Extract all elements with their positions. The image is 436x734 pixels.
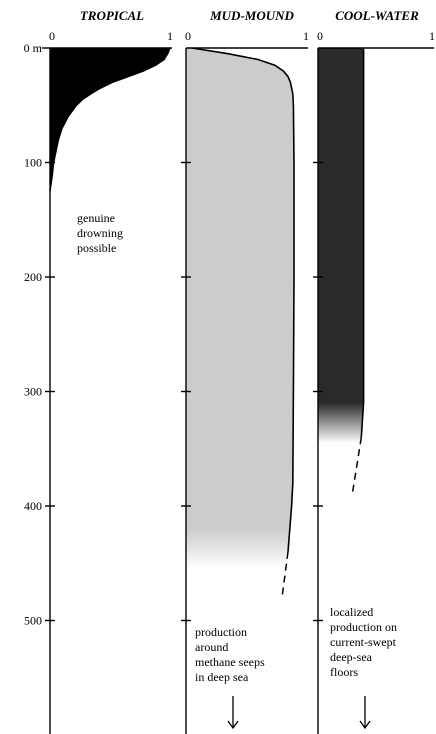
depth-tick-label: 400	[24, 499, 42, 513]
x-tick-label-0: 0	[49, 29, 55, 43]
annotation-tropical-line: drowning	[77, 226, 123, 240]
x-tick-label-1: 1	[167, 29, 173, 43]
depth-tick-label: 300	[24, 385, 42, 399]
down-arrow-head	[359, 720, 371, 730]
x-tick-label-1: 1	[429, 29, 435, 43]
dashed-profile-mud-mound	[281, 551, 289, 598]
annotation-mud-mound-line: production	[195, 625, 247, 639]
annotation-mud-mound-line: in deep sea	[195, 670, 249, 684]
profile-line-mud-mound	[191, 47, 295, 552]
annotation-mud-mound-line: methane seeps	[195, 655, 265, 669]
x-tick-label-1: 1	[303, 29, 309, 43]
panel-title-mud-mound: MUD-MOUND	[209, 8, 294, 23]
down-arrow-head	[227, 720, 239, 730]
annotation-mud-mound-line: around	[195, 640, 228, 654]
annotation-cool-water-line: floors	[330, 665, 358, 679]
annotation-cool-water-line: current-swept	[330, 635, 397, 649]
panel-title-tropical: TROPICAL	[80, 8, 144, 23]
panel-title-cool-water: COOL-WATER	[335, 8, 419, 23]
area-mud-mound	[186, 48, 294, 569]
area-cool-water	[318, 48, 364, 443]
x-tick-label-0: 0	[317, 29, 323, 43]
depth-tick-label: 100	[24, 156, 42, 170]
annotation-tropical-line: genuine	[77, 211, 115, 225]
dashed-profile-cool-water	[351, 437, 363, 495]
annotation-cool-water-line: production on	[330, 620, 397, 634]
annotation-cool-water-line: localized	[330, 605, 373, 619]
annotation-tropical-line: possible	[77, 241, 116, 255]
area-tropical	[50, 48, 170, 192]
depth-tick-label: 500	[24, 614, 42, 628]
annotation-cool-water-line: deep-sea	[330, 650, 373, 664]
x-tick-label-0: 0	[185, 29, 191, 43]
depth-tick-label: 200	[24, 270, 42, 284]
depth-tick-label: 0 m	[24, 41, 43, 55]
profile-line-cool-water	[360, 48, 365, 438]
profile-line-tropical	[49, 47, 171, 192]
